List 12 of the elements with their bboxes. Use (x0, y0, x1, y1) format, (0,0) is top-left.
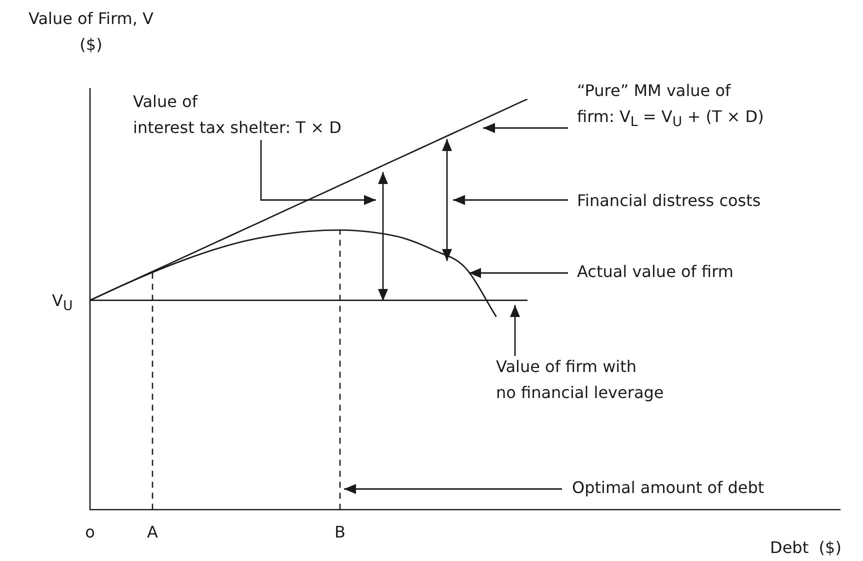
x-axis-title: Debt ($) (770, 537, 842, 559)
annotation: Value of firm with no financial leverage (496, 356, 664, 404)
x-tick-label: B (334, 522, 346, 542)
x-tick-label: o (85, 522, 95, 542)
annotation: “Pure” MM value of firm: V$_{L}$ = V$_{U}$ + (T × D) (577, 80, 764, 132)
text: V$_{U}$ (52, 290, 73, 316)
x-tick-label: A (147, 522, 158, 542)
annotation: Value of interest tax shelter: T × D (133, 91, 342, 139)
annotation: Optimal amount of debt (572, 477, 764, 499)
annotation: Actual value of firm (577, 261, 734, 283)
annotation: Financial distress costs (577, 190, 761, 212)
y-axis-title: Value of Firm, V ($) (27, 8, 154, 56)
